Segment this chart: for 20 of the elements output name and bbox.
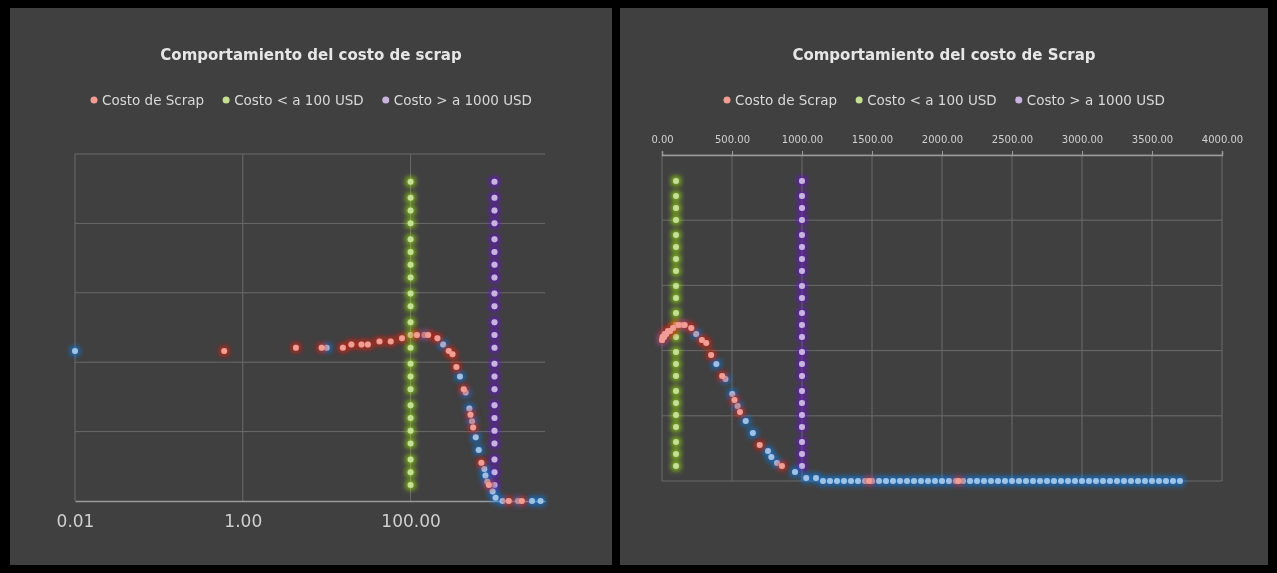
x-tick-label: 4000.00 <box>1201 134 1244 145</box>
x-tick-label: 500.00 <box>715 134 750 145</box>
x-tick-label: 1000.00 <box>781 134 824 145</box>
x-tick-label: 2500.00 <box>991 134 1034 145</box>
x-tick-label: 0.01 <box>56 511 95 532</box>
legend-label: Costo de Scrap <box>735 92 838 108</box>
chart-title: Comportamiento del costo de scrap <box>160 46 462 64</box>
legend-label: Costo < a 100 USD <box>234 92 364 108</box>
x-tick-label: 100.00 <box>381 511 441 532</box>
x-tick-label: 1.00 <box>224 511 263 532</box>
chart-title: Comportamiento del costo de Scrap <box>792 46 1096 64</box>
x-tick-label: 2000.00 <box>921 134 964 145</box>
legend-label: Costo > a 1000 USD <box>1026 92 1165 108</box>
legend-label: Costo < a 100 USD <box>867 92 997 108</box>
x-tick-label: 3500.00 <box>1131 134 1174 145</box>
x-tick-label: 0.00 <box>651 134 674 145</box>
x-tick-label: 1500.00 <box>851 134 894 145</box>
x-tick-label: 3000.00 <box>1061 134 1104 145</box>
legend-label: Costo de Scrap <box>102 92 205 108</box>
legend-label: Costo > a 1000 USD <box>393 92 532 108</box>
